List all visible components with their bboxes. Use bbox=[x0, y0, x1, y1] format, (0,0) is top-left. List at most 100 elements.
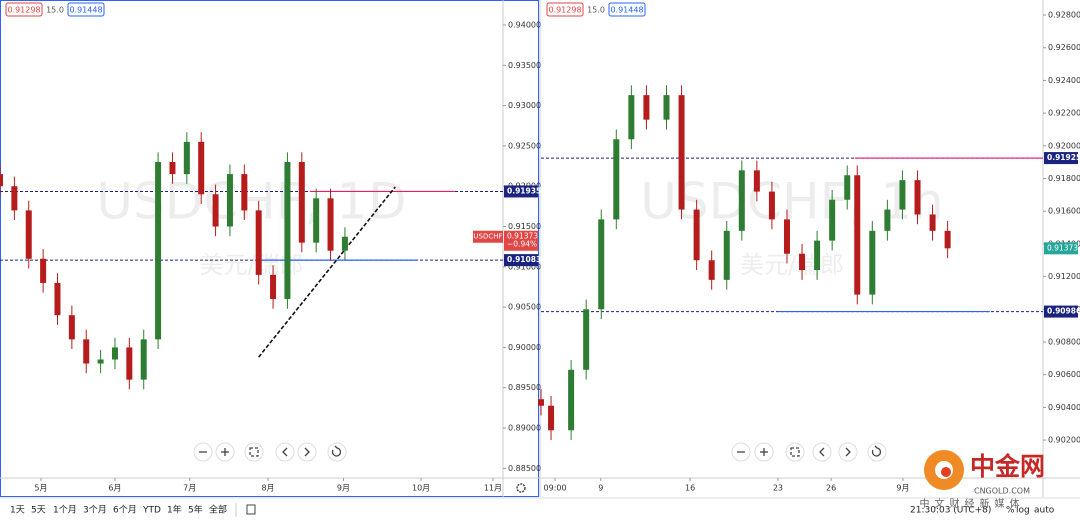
fullscreen[interactable] bbox=[785, 442, 805, 462]
candle-body bbox=[11, 186, 18, 211]
range-button[interactable]: 5天 bbox=[31, 506, 46, 516]
candle-body bbox=[198, 141, 205, 195]
logo-site: CNGOLD.COM bbox=[974, 487, 1030, 496]
y-tick-label: 0.91500 bbox=[508, 222, 541, 231]
toggle[interactable]: % bbox=[1006, 506, 1015, 516]
range-button[interactable]: 1天 bbox=[10, 506, 25, 516]
candle-body bbox=[583, 309, 590, 370]
price-level-label: 0.91083 bbox=[507, 255, 541, 264]
reset[interactable] bbox=[867, 442, 887, 462]
watermark: USDCHF, 1h bbox=[640, 173, 943, 231]
last-price-tag bbox=[504, 230, 538, 251]
fullscreen[interactable] bbox=[244, 442, 264, 462]
candle-body bbox=[0, 174, 3, 187]
candle-body bbox=[97, 359, 104, 364]
x-tick-label: 8月 bbox=[261, 484, 274, 493]
logo: 中金网 CNGOLD.COM 中文财经新媒体 bbox=[920, 450, 1045, 510]
candle-body bbox=[723, 230, 730, 280]
toggle[interactable]: auto bbox=[1034, 506, 1055, 516]
candle-body bbox=[25, 210, 32, 259]
candle-body bbox=[327, 198, 334, 251]
range-button[interactable]: 5年 bbox=[188, 504, 203, 516]
candle-body bbox=[40, 258, 47, 283]
scroll-left[interactable] bbox=[812, 442, 832, 462]
candle-body bbox=[783, 219, 790, 254]
candle-body bbox=[643, 95, 650, 120]
scroll-right[interactable] bbox=[838, 442, 858, 462]
change: −0.94% bbox=[507, 240, 537, 249]
y-tick-label: 0.91200 bbox=[1048, 272, 1080, 281]
candle-body bbox=[126, 347, 133, 380]
range-button[interactable]: 3个月 bbox=[83, 505, 107, 516]
last-price: 0.91373 bbox=[507, 232, 538, 241]
y-tick-label: 0.90000 bbox=[508, 343, 541, 352]
y-tick-label: 0.88500 bbox=[508, 464, 541, 473]
nav-buttons bbox=[193, 442, 887, 462]
range-button[interactable]: YTD bbox=[142, 506, 161, 516]
y-tick-label: 0.90600 bbox=[1048, 370, 1080, 379]
candle-body bbox=[313, 198, 320, 243]
candle-body bbox=[663, 95, 670, 120]
y-tick-label: 0.92000 bbox=[1048, 141, 1080, 150]
price-level-label: 0.91935 bbox=[507, 186, 541, 195]
zoom-out[interactable] bbox=[193, 442, 213, 462]
scroll-right[interactable] bbox=[297, 442, 317, 462]
logo-mark bbox=[941, 467, 951, 477]
candle-body bbox=[884, 209, 891, 231]
header-value: 0.91298 bbox=[7, 6, 40, 15]
toggle[interactable]: log bbox=[1016, 506, 1030, 516]
symbol-tag bbox=[473, 230, 503, 243]
y-tick-label: 0.93500 bbox=[508, 61, 541, 70]
range-button[interactable]: 全部 bbox=[209, 504, 227, 516]
candle-body bbox=[111, 347, 118, 360]
candle-body bbox=[212, 194, 219, 227]
header-value: 15.0 bbox=[46, 6, 64, 15]
trend-line bbox=[258, 186, 396, 358]
candle-body bbox=[628, 95, 635, 140]
x-tick-label: 6月 bbox=[108, 484, 121, 493]
zoom-in[interactable] bbox=[215, 442, 235, 462]
date-range-icon[interactable] bbox=[246, 504, 256, 515]
candle-body bbox=[538, 399, 544, 406]
candle-body bbox=[241, 174, 248, 211]
y-tick-label: 0.93000 bbox=[508, 101, 541, 110]
x-tick-label: 10月 bbox=[412, 484, 430, 493]
active-panel-border bbox=[0, 0, 539, 497]
reset[interactable] bbox=[327, 442, 347, 462]
x-tick-label: 11月 bbox=[484, 484, 502, 493]
candle-body bbox=[83, 339, 90, 364]
zoom-in[interactable] bbox=[754, 442, 774, 462]
range-button[interactable]: 1个月 bbox=[53, 505, 77, 516]
y-tick-label: 0.91600 bbox=[1048, 207, 1080, 216]
candle-body bbox=[54, 282, 61, 316]
y-tick-label: 0.91000 bbox=[508, 262, 541, 271]
candle-body bbox=[598, 219, 605, 310]
x-tick-label: 9 bbox=[598, 484, 603, 493]
header-badge bbox=[5, 2, 43, 17]
candle-body bbox=[169, 162, 176, 175]
candle-body bbox=[738, 170, 745, 231]
zoom-out[interactable] bbox=[731, 442, 751, 462]
settings-icon[interactable] bbox=[516, 483, 526, 493]
symbol: USDCHF bbox=[473, 233, 502, 241]
candle-body bbox=[899, 180, 906, 210]
price-level-label: 0.91925 bbox=[1047, 153, 1080, 162]
price-level-tag bbox=[1044, 152, 1078, 165]
range-button[interactable]: 6个月 bbox=[113, 505, 137, 516]
candle-body bbox=[613, 139, 620, 220]
scroll-left[interactable] bbox=[275, 442, 295, 462]
header-value: 0.91448 bbox=[610, 6, 643, 15]
candle-body bbox=[708, 260, 715, 280]
range-button[interactable]: 1年 bbox=[167, 504, 182, 516]
clock: 21:30:03 (UTC+8) bbox=[910, 506, 991, 516]
x-tick-label: 23 bbox=[773, 484, 783, 493]
logo-slogan: 中文财经新媒体 bbox=[920, 497, 1025, 510]
candle-body bbox=[284, 162, 291, 300]
y-tick-label: 0.92800 bbox=[1048, 11, 1080, 20]
header-value: 0.91298 bbox=[548, 6, 581, 15]
header-badge bbox=[546, 2, 584, 17]
candle-body bbox=[844, 175, 851, 200]
candle-body bbox=[929, 214, 936, 231]
header-value: 0.91448 bbox=[69, 6, 102, 15]
